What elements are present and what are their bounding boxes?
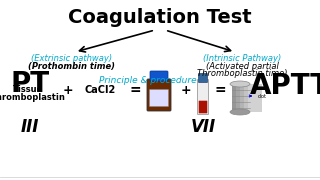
Text: III: III xyxy=(21,118,39,136)
Text: Thromboplastin: Thromboplastin xyxy=(0,93,65,102)
Text: Tissue: Tissue xyxy=(13,85,43,94)
Ellipse shape xyxy=(230,109,250,115)
Text: +: + xyxy=(181,84,191,96)
Bar xyxy=(232,84,246,112)
Bar xyxy=(236,84,250,112)
FancyBboxPatch shape xyxy=(197,80,209,114)
FancyBboxPatch shape xyxy=(149,89,169,107)
Bar xyxy=(240,84,254,112)
Text: APTT: APTT xyxy=(250,72,320,100)
FancyBboxPatch shape xyxy=(199,101,207,113)
FancyBboxPatch shape xyxy=(147,79,171,111)
FancyBboxPatch shape xyxy=(198,73,207,82)
Text: =: = xyxy=(214,83,226,97)
Text: clot: clot xyxy=(249,93,267,98)
Text: PT: PT xyxy=(11,70,50,98)
FancyBboxPatch shape xyxy=(150,71,168,81)
Text: (Activated partial: (Activated partial xyxy=(205,62,278,71)
Text: CaCl2: CaCl2 xyxy=(84,85,116,95)
Text: (Intrinsic Pathway): (Intrinsic Pathway) xyxy=(203,54,281,63)
Text: Principle & procedure: Principle & procedure xyxy=(99,76,197,85)
Text: Coagulation Test: Coagulation Test xyxy=(68,8,252,27)
Ellipse shape xyxy=(230,81,250,87)
Text: +: + xyxy=(63,84,73,96)
Text: (Extrinsic pathway): (Extrinsic pathway) xyxy=(31,54,113,63)
Text: =: = xyxy=(129,83,141,97)
Text: (Prothombin time): (Prothombin time) xyxy=(28,62,116,71)
Bar xyxy=(244,84,258,112)
Bar xyxy=(248,84,262,112)
Text: VII: VII xyxy=(190,118,216,136)
Text: Thromboplastin time): Thromboplastin time) xyxy=(197,69,287,78)
